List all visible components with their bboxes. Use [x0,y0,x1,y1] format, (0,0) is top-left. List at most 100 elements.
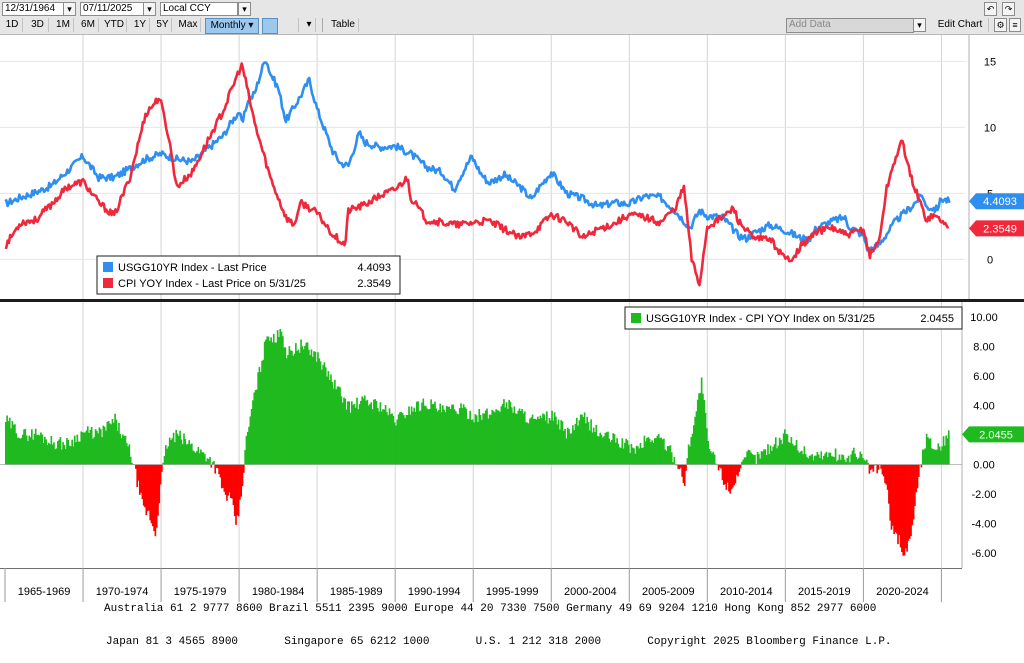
bottom-legend-label: USGG10YR Index - CPI YOY Index on 5/31/2… [646,313,875,325]
spread-bar [347,401,349,465]
spread-bar [179,430,181,465]
toolbar-more-button[interactable]: ▾ [303,18,316,32]
spread-bar [207,459,210,465]
spread-bar [418,411,421,465]
spread-bar [780,439,782,465]
spread-bar [399,412,401,465]
x-axis-label: 2005-2009 [642,586,695,598]
edit-chart-button[interactable]: Edit Chart [932,18,989,32]
spread-bar [181,444,184,465]
spread-bar [358,404,361,465]
spread-bar [98,427,101,465]
frequency-select[interactable]: Monthly ▾ [205,18,259,34]
panel-divider[interactable] [0,299,1024,302]
spread-bar [50,436,53,465]
spread-bar [289,350,292,465]
period-button-1m[interactable]: 1M [53,18,74,32]
spread-bar [733,464,735,486]
currency-select[interactable]: Local CCY [160,2,238,16]
settings-gear-icon[interactable]: ⚙ [994,18,1007,32]
spread-bar [856,459,859,465]
add-data-dropdown-icon[interactable]: ▾ [913,18,926,32]
spread-bar [595,424,598,465]
spread-bar [210,464,213,468]
spread-bar [308,349,310,465]
spread-bar [778,437,781,465]
spread-bar [612,433,615,465]
period-button-max[interactable]: Max [176,18,201,32]
spread-bar [633,448,635,465]
spread-bar [794,445,797,465]
top-legend-swatch [103,262,113,272]
spread-bar [469,410,471,465]
chart-options-icon[interactable]: ≡ [1009,18,1021,32]
spread-bar [942,436,945,465]
period-button-3d[interactable]: 3D [27,18,49,32]
spread-bar [625,438,628,465]
start-date-dropdown-icon[interactable]: ▾ [63,2,76,16]
spread-bar [373,399,375,465]
spread-bar [380,411,383,465]
spread-bar [31,429,33,465]
spread-bar [527,423,530,465]
spread-bar [171,438,174,465]
period-button-1y[interactable]: 1Y [131,18,150,32]
spread-bar [193,451,196,465]
spread-bar [245,435,248,465]
top-vertical-gridlines [82,35,942,299]
spread-bar [36,435,38,465]
spread-bar [5,421,7,465]
undo-icon[interactable]: ↶ [984,2,997,16]
spread-bar [695,411,698,465]
spread-bar [170,440,172,465]
period-button-6m[interactable]: 6M [78,18,99,32]
period-button-5y[interactable]: 5Y [154,18,172,32]
top-y-tick-label: 0 [987,254,993,266]
spread-bar [349,412,352,465]
spread-bar [603,436,605,465]
period-button-ytd[interactable]: YTD [102,18,127,32]
spread-bar [910,464,912,537]
spread-bar [760,451,763,465]
spread-bar [824,453,827,465]
spread-bar [728,464,730,492]
spread-bar [559,429,561,465]
spread-bar [807,458,810,465]
period-button-1d[interactable]: 1D [2,18,23,32]
add-data-input[interactable]: Add Data [786,18,914,33]
spread-bar [577,425,579,465]
spread-bar [188,440,191,465]
table-button[interactable]: Table [328,18,359,32]
spread-bar [448,406,451,465]
spread-bar [131,462,133,465]
spread-bar [884,464,886,484]
spread-bar [771,450,773,465]
spread-bar [696,399,699,465]
spread-bar [652,443,655,465]
spread-bar [635,445,638,465]
spread-bar [572,425,574,465]
redo-icon[interactable]: ↷ [1002,2,1015,16]
spread-bar [781,443,784,465]
spread-bar [86,426,89,465]
spread-bar [99,429,102,465]
end-date-field[interactable]: 07/11/2025 [80,2,144,16]
spread-bar [599,432,602,465]
spread-bar [396,419,399,465]
spread-bar [891,464,894,526]
spread-bar [764,449,767,465]
spread-bar [741,461,743,465]
spread-bar [773,444,776,465]
toolbar-blank-button[interactable] [282,18,299,32]
spread-bar [107,420,110,465]
currency-dropdown-icon[interactable]: ▾ [238,2,251,16]
spread-bar [585,423,587,465]
spread-bar [865,459,868,465]
spread-bar [886,464,889,490]
start-date-field[interactable]: 12/31/1964 [2,2,64,16]
spread-bar [84,432,86,465]
spread-bar [877,464,880,470]
spread-bar [627,444,630,465]
end-date-dropdown-icon[interactable]: ▾ [143,2,156,16]
chart-type-button[interactable] [262,18,278,34]
